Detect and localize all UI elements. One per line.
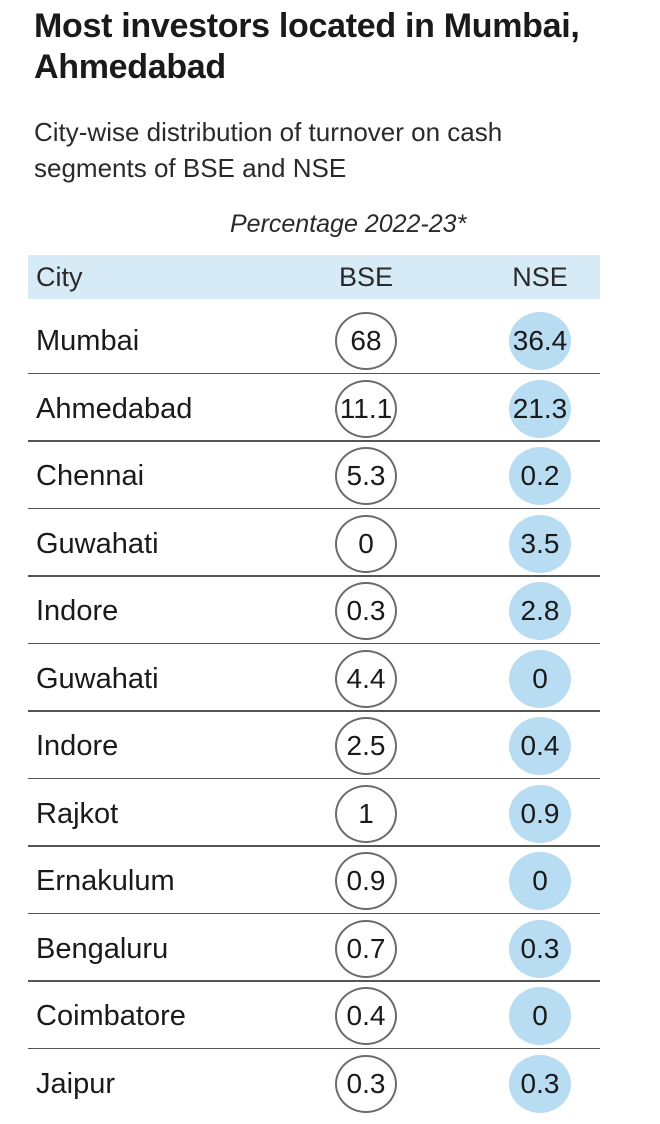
table-header: City BSE NSE <box>28 255 600 299</box>
nse-value-bubble: 0.3 <box>509 919 571 978</box>
city-label: Bengaluru <box>36 932 169 965</box>
city-label: Jaipur <box>36 1067 115 1100</box>
nse-value-bubble: 2.8 <box>509 582 571 640</box>
bse-value-bubble: 2.5 <box>335 717 397 775</box>
city-label: Mumbai <box>36 325 140 357</box>
row-divider <box>28 507 600 509</box>
bse-value-bubble: 0.4 <box>335 987 397 1045</box>
nse-value-bubble: 21.3 <box>509 379 571 438</box>
chart-title: Most investors located in Mumbai, Ahmeda… <box>34 7 580 86</box>
row-divider <box>28 777 600 779</box>
row-divider <box>28 845 600 847</box>
city-label: Indore <box>36 595 119 627</box>
city-label: Ernakulum <box>36 865 175 897</box>
city-label: Ahmedabad <box>36 392 193 425</box>
table-row: Indore 0.3 2.8 <box>28 578 600 644</box>
nse-value-bubble: 0 <box>509 987 571 1045</box>
nse-value-bubble: 0.3 <box>509 1054 571 1113</box>
column-header-bse-label: BSE <box>338 262 394 292</box>
nse-value-bubble: 0 <box>509 649 571 708</box>
table-row: Chennai 5.3 0.2 <box>28 443 600 509</box>
row-divider <box>28 642 600 644</box>
row-divider <box>28 980 600 982</box>
table-row: Coimbatore 0.4 0 <box>28 983 600 1049</box>
period-label: Percentage 2022-23* <box>230 210 467 238</box>
row-divider <box>28 372 600 374</box>
nse-value-bubble: 0.2 <box>509 447 571 505</box>
row-divider <box>28 710 600 712</box>
bse-value-bubble: 0 <box>335 514 397 573</box>
table-row: Guwahati 0 3.5 <box>28 511 600 577</box>
bse-value-bubble: 68 <box>335 312 397 370</box>
table-row: Jaipur 0.3 0.3 <box>28 1051 600 1117</box>
bse-value-bubble: 5.3 <box>335 447 397 505</box>
nse-value-bubble: 36.4 <box>509 312 571 370</box>
table-row: Rajkot 1 0.9 <box>28 781 600 847</box>
nse-value-bubble: 3.5 <box>509 514 571 573</box>
city-label: Chennai <box>36 460 145 492</box>
bse-value-bubble: 0.3 <box>335 582 397 640</box>
city-label: Guwahati <box>36 662 159 695</box>
nse-value-bubble: 0 <box>509 852 571 910</box>
city-label: Rajkot <box>36 797 119 830</box>
bse-value-bubble: 4.4 <box>335 649 397 708</box>
row-divider <box>28 575 600 577</box>
city-label: Coimbatore <box>36 1000 186 1032</box>
table-row: Ahmedabad 11.1 21.3 <box>28 376 600 442</box>
chart-subtitle: City-wise distribution of turnover on ca… <box>34 117 503 184</box>
table-row: Ernakulum 0.9 0 <box>28 848 600 914</box>
nse-value-bubble: 0.9 <box>509 784 571 843</box>
city-label: Guwahati <box>36 527 159 560</box>
column-header-nse-label: NSE <box>512 262 568 292</box>
bse-value-bubble: 0.7 <box>335 919 397 978</box>
row-divider <box>28 912 600 914</box>
nse-value-bubble: 0.4 <box>509 717 571 775</box>
bse-value-bubble: 0.3 <box>335 1054 397 1113</box>
table-row: Indore 2.5 0.4 <box>28 713 600 779</box>
table-row: Mumbai 68 36.4 <box>28 308 600 374</box>
bse-value-bubble: 1 <box>335 784 397 843</box>
table-row: Guwahati 4.4 0 <box>28 646 600 712</box>
table-row: Bengaluru 0.7 0.3 <box>28 916 600 982</box>
row-divider <box>28 1047 600 1049</box>
bse-value-bubble: 11.1 <box>335 379 397 438</box>
column-header-city: City <box>36 262 83 292</box>
row-divider <box>28 440 600 442</box>
bse-value-bubble: 0.9 <box>335 852 397 910</box>
city-label: Indore <box>36 730 119 762</box>
